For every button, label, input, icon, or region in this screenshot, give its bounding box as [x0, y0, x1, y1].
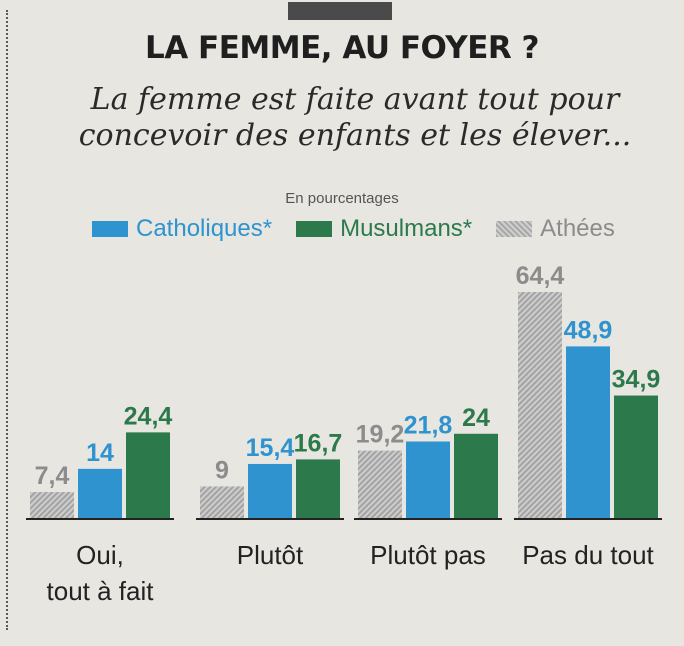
legend-item-athees: Athées: [496, 215, 615, 243]
dotted-rule: [6, 10, 8, 630]
value-label-musulmans-plutot-pas: 24: [462, 404, 490, 432]
bar-catholiques-pas-du-tout: [566, 346, 610, 518]
category-label-oui-tout-a-fait-line-2: tout à fait: [47, 576, 155, 606]
legend-item-catholiques: Catholiques*: [92, 215, 272, 243]
legend-item-musulmans: Musulmans*: [296, 215, 472, 243]
value-label-musulmans-oui-tout-a-fait: 24,4: [124, 402, 173, 430]
legend: Catholiques* Musulmans* Athées: [92, 214, 639, 244]
bar-catholiques-plutot: [248, 463, 292, 518]
category-label-oui-tout-a-fait-line-1: Oui,: [76, 540, 124, 570]
value-label-athees-plutot: 9: [215, 456, 229, 484]
value-label-catholiques-pas-du-tout: 48,9: [564, 316, 613, 344]
value-label-catholiques-oui-tout-a-fait: 14: [86, 439, 114, 467]
bar-athees-plutot-pas: [358, 450, 402, 518]
category-label-pas-du-tout: Pas du tout: [522, 540, 654, 570]
bar-athees-oui-tout-a-fait: [30, 492, 74, 518]
chart-subtitle: La femme est faite avant tout pour conce…: [60, 82, 650, 154]
value-label-catholiques-plutot: 15,4: [246, 434, 295, 462]
bar-catholiques-plutot-pas: [406, 441, 450, 518]
legend-swatch-catholiques: [92, 221, 128, 237]
header-bar: [288, 2, 392, 20]
value-label-athees-oui-tout-a-fait: 7,4: [35, 462, 70, 490]
legend-label-catholiques: Catholiques*: [136, 215, 273, 242]
bar-musulmans-oui-tout-a-fait: [126, 432, 170, 518]
subtitle-line-1: La femme est faite avant tout pour: [90, 82, 620, 117]
value-label-athees-plutot-pas: 19,2: [356, 421, 405, 449]
subtitle-line-2: concevoir des enfants et les élever...: [78, 118, 632, 153]
bar-musulmans-pas-du-tout: [614, 395, 658, 518]
bar-musulmans-plutot: [296, 459, 340, 518]
bar-musulmans-plutot-pas: [454, 433, 498, 518]
chart-title: LA FEMME, AU FOYER ?: [144, 30, 540, 66]
bar-catholiques-oui-tout-a-fait: [78, 468, 122, 518]
value-label-athees-pas-du-tout: 64,4: [516, 262, 565, 290]
category-label-plutot-pas: Plutôt pas: [370, 540, 486, 570]
legend-swatch-athees: [496, 221, 533, 237]
legend-label-musulmans: Musulmans*: [340, 215, 473, 242]
value-label-catholiques-plutot-pas: 21,8: [404, 411, 453, 439]
legend-label-athees: Athées: [540, 215, 615, 242]
units-note: En pourcentages: [285, 190, 399, 207]
category-label-plutot: Plutôt: [237, 540, 304, 570]
value-label-musulmans-plutot: 16,7: [294, 429, 343, 457]
legend-swatch-musulmans: [296, 221, 333, 237]
bar-athees-plutot: [200, 486, 244, 518]
value-label-musulmans-pas-du-tout: 34,9: [612, 366, 661, 394]
bar-athees-pas-du-tout: [518, 292, 562, 518]
